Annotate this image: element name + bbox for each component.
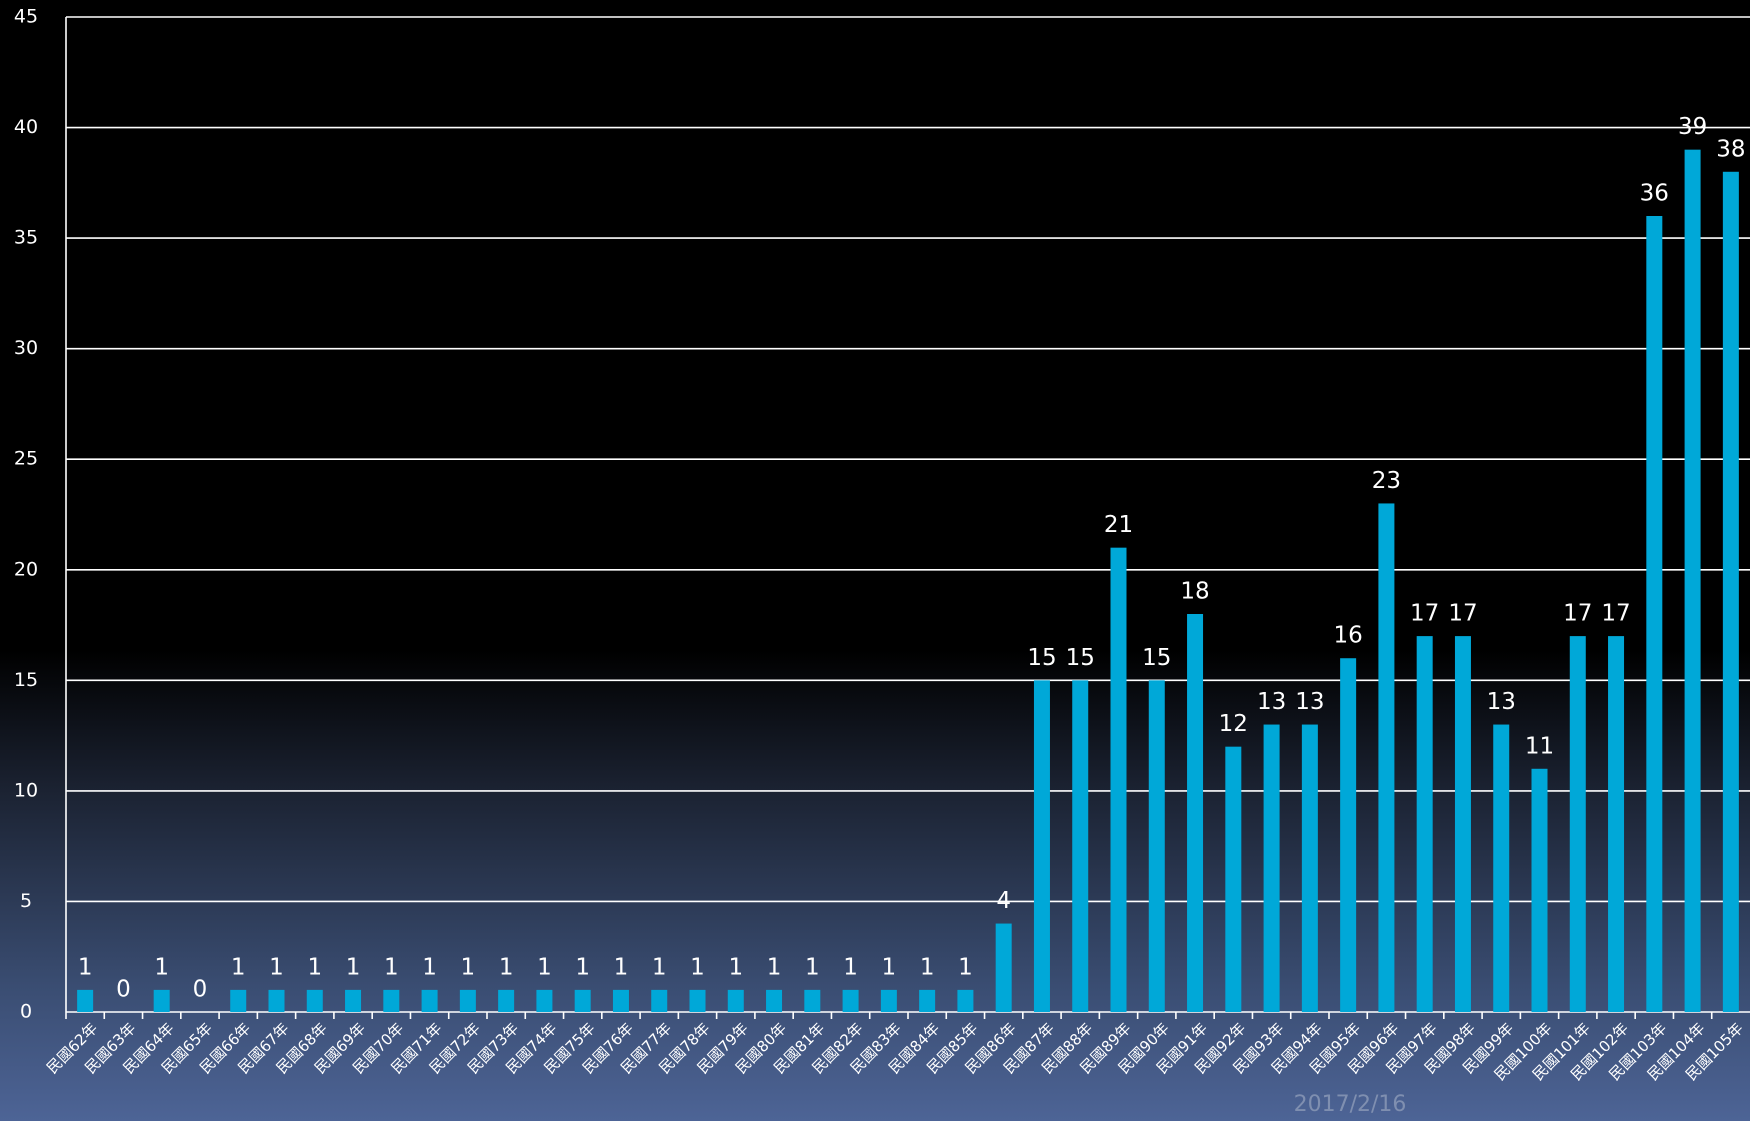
value-label: 1 bbox=[882, 954, 897, 980]
bar bbox=[230, 989, 247, 1012]
bar bbox=[1110, 547, 1127, 1012]
value-label: 12 bbox=[1219, 711, 1248, 737]
value-label: 11 bbox=[1525, 733, 1554, 759]
bar bbox=[1646, 216, 1663, 1012]
bar bbox=[459, 989, 476, 1012]
value-label: 18 bbox=[1180, 579, 1209, 605]
value-label: 1 bbox=[958, 954, 973, 980]
value-label: 1 bbox=[805, 954, 820, 980]
y-tick-label: 0 bbox=[20, 1001, 32, 1023]
y-tick-label: 10 bbox=[14, 779, 38, 801]
bar bbox=[651, 989, 668, 1012]
bar bbox=[345, 989, 362, 1012]
bar bbox=[919, 989, 936, 1012]
bar bbox=[1416, 636, 1433, 1012]
value-label: 21 bbox=[1104, 512, 1133, 538]
value-label: 1 bbox=[728, 954, 743, 980]
value-label: 1 bbox=[575, 954, 590, 980]
y-tick-label: 15 bbox=[14, 669, 38, 691]
bar bbox=[1340, 658, 1357, 1012]
bar bbox=[574, 989, 591, 1012]
value-label: 17 bbox=[1563, 601, 1592, 627]
bar bbox=[306, 989, 323, 1012]
bar bbox=[689, 989, 706, 1012]
bar bbox=[77, 989, 94, 1012]
bar bbox=[842, 989, 859, 1012]
value-label: 1 bbox=[614, 954, 629, 980]
value-label: 0 bbox=[116, 977, 131, 1003]
y-tick-label: 45 bbox=[14, 6, 38, 28]
bar bbox=[766, 989, 783, 1012]
value-label: 13 bbox=[1295, 689, 1324, 715]
value-label: 1 bbox=[154, 954, 169, 980]
value-label: 1 bbox=[461, 954, 476, 980]
bar bbox=[880, 989, 897, 1012]
value-label: 1 bbox=[920, 954, 935, 980]
bar bbox=[1072, 680, 1089, 1012]
bar bbox=[1684, 149, 1701, 1012]
value-label: 1 bbox=[346, 954, 361, 980]
bar bbox=[268, 989, 285, 1012]
bar bbox=[957, 989, 974, 1012]
bar bbox=[727, 989, 744, 1012]
value-label: 1 bbox=[690, 954, 705, 980]
bar bbox=[1187, 614, 1204, 1012]
bar bbox=[1608, 636, 1625, 1012]
value-label: 36 bbox=[1640, 181, 1669, 207]
value-label: 17 bbox=[1448, 601, 1477, 627]
value-label: 1 bbox=[499, 954, 514, 980]
value-label: 1 bbox=[843, 954, 858, 980]
bar bbox=[383, 989, 400, 1012]
y-tick-label: 5 bbox=[20, 890, 32, 912]
value-label: 4 bbox=[996, 888, 1011, 914]
footer-date: 2017/2/16 bbox=[1294, 1092, 1407, 1117]
bar bbox=[1148, 680, 1165, 1012]
value-label: 1 bbox=[537, 954, 552, 980]
bar bbox=[1033, 680, 1050, 1012]
bar bbox=[1569, 636, 1586, 1012]
bar bbox=[1493, 724, 1510, 1012]
value-label: 13 bbox=[1487, 689, 1516, 715]
bar bbox=[536, 989, 553, 1012]
value-label: 15 bbox=[1027, 645, 1056, 671]
value-label: 16 bbox=[1333, 623, 1362, 649]
y-tick-label: 30 bbox=[14, 337, 38, 359]
bar bbox=[1225, 746, 1242, 1012]
value-label: 0 bbox=[193, 977, 208, 1003]
value-label: 17 bbox=[1601, 601, 1630, 627]
bar bbox=[1301, 724, 1318, 1012]
y-tick-label: 20 bbox=[14, 558, 38, 580]
value-label: 1 bbox=[231, 954, 246, 980]
value-label: 38 bbox=[1716, 136, 1745, 162]
value-label: 15 bbox=[1142, 645, 1171, 671]
value-label: 1 bbox=[767, 954, 782, 980]
value-label: 1 bbox=[652, 954, 667, 980]
bar bbox=[804, 989, 821, 1012]
value-label: 13 bbox=[1257, 689, 1286, 715]
value-label: 1 bbox=[422, 954, 437, 980]
value-label: 15 bbox=[1066, 645, 1095, 671]
value-label: 1 bbox=[269, 954, 284, 980]
value-label: 39 bbox=[1678, 114, 1707, 140]
bar bbox=[1378, 503, 1395, 1012]
y-tick-label: 35 bbox=[14, 227, 38, 249]
y-tick-label: 40 bbox=[14, 116, 38, 138]
bar bbox=[498, 989, 515, 1012]
bar bbox=[1531, 768, 1548, 1012]
bar bbox=[612, 989, 629, 1012]
value-label: 23 bbox=[1372, 468, 1401, 494]
bar bbox=[1722, 171, 1739, 1012]
value-label: 1 bbox=[384, 954, 399, 980]
value-label: 1 bbox=[307, 954, 322, 980]
y-tick-label: 25 bbox=[14, 448, 38, 470]
bar bbox=[421, 989, 438, 1012]
value-label: 1 bbox=[78, 954, 93, 980]
bar bbox=[153, 989, 170, 1012]
value-label: 17 bbox=[1410, 601, 1439, 627]
bar bbox=[995, 923, 1012, 1012]
bar bbox=[1454, 636, 1471, 1012]
bar bbox=[1263, 724, 1280, 1012]
